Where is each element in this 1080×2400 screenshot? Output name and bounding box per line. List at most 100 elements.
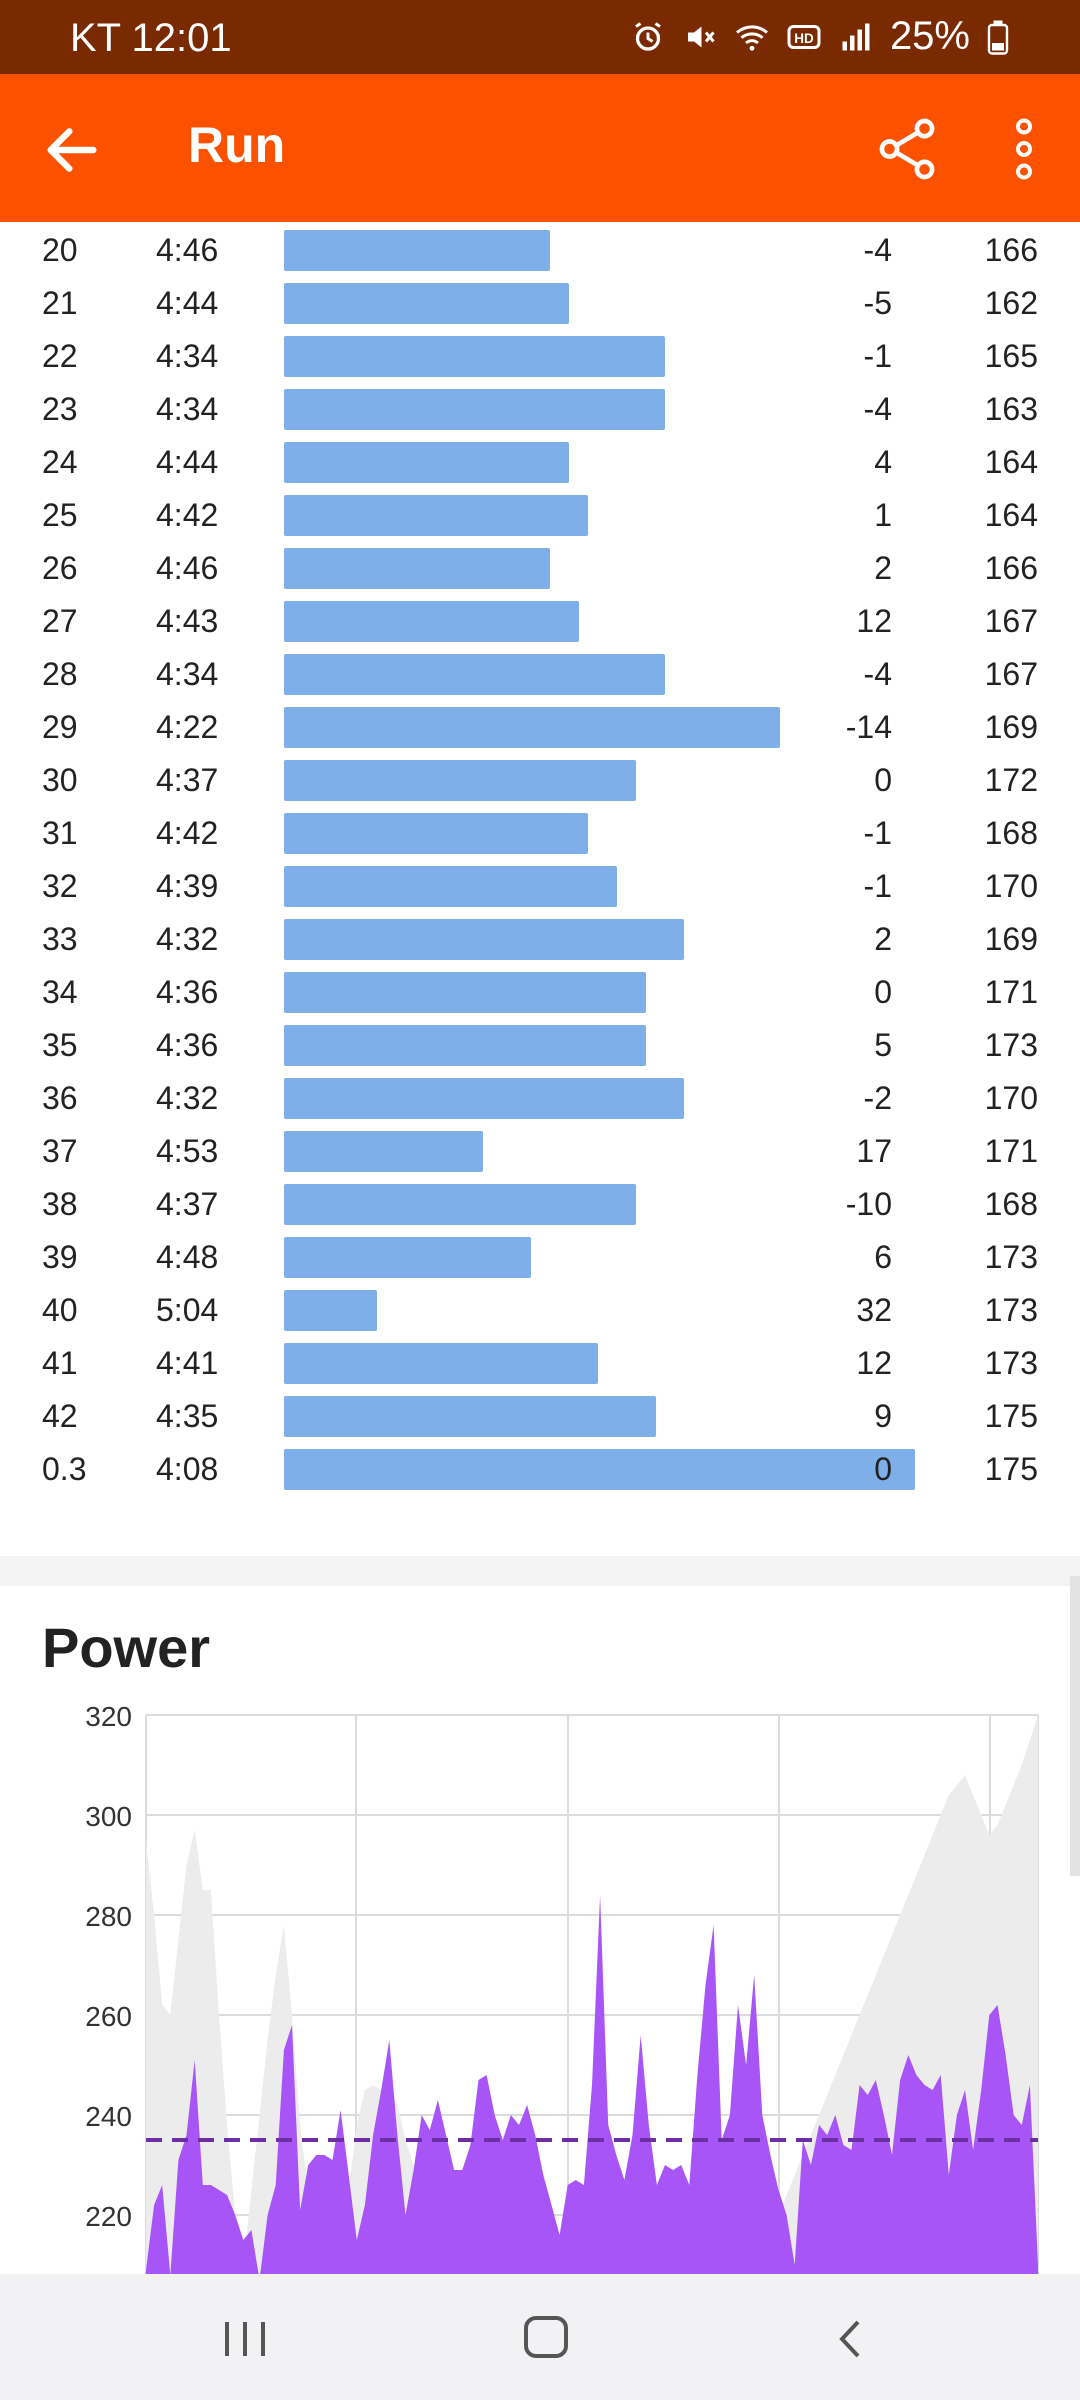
battery-icon <box>987 20 1009 55</box>
split-elevation: 9 <box>874 1398 892 1434</box>
split-row: 24 4:44 4 164 <box>0 434 1080 487</box>
split-pace: 4:42 <box>156 497 219 533</box>
pace-bar <box>284 1343 598 1384</box>
split-pace: 4:22 <box>156 709 219 745</box>
split-heart-rate: 173 <box>984 1239 1038 1275</box>
pace-bar <box>284 1184 637 1225</box>
pace-bar <box>284 707 781 748</box>
split-pace: 5:04 <box>156 1292 219 1328</box>
split-heart-rate: 164 <box>984 497 1038 533</box>
split-row: 34 4:36 0 171 <box>0 964 1080 1017</box>
split-row: 26 4:46 2 166 <box>0 540 1080 593</box>
split-pace: 4:43 <box>156 603 219 639</box>
split-elevation: -1 <box>863 868 892 904</box>
home-icon[interactable] <box>518 2306 578 2368</box>
split-heart-rate: 163 <box>984 391 1038 427</box>
share-icon[interactable] <box>872 114 942 184</box>
split-heart-rate: 162 <box>984 285 1038 321</box>
split-elevation: 2 <box>874 550 892 586</box>
split-row: 29 4:22 -14 169 <box>0 699 1080 752</box>
split-pace: 4:44 <box>156 285 219 321</box>
split-elevation: -4 <box>863 391 892 427</box>
pace-bar <box>284 601 579 642</box>
split-km: 0.3 <box>42 1451 87 1487</box>
split-elevation: 12 <box>856 1345 892 1381</box>
split-elevation: -5 <box>863 285 892 321</box>
split-heart-rate: 165 <box>984 338 1038 374</box>
split-heart-rate: 166 <box>984 550 1038 586</box>
pace-bar <box>284 760 637 801</box>
split-pace: 4:53 <box>156 1133 219 1169</box>
page-title: Run <box>188 117 286 173</box>
pace-bar <box>284 442 570 483</box>
app-bar: Run <box>0 74 1080 222</box>
split-pace: 4:46 <box>156 232 219 268</box>
power-chart[interactable]: 320 300 280 260 240 220 <box>0 1705 1080 2275</box>
scrollbar[interactable] <box>1070 1576 1080 1876</box>
split-km: 38 <box>42 1186 78 1222</box>
split-pace: 4:36 <box>156 1027 219 1063</box>
split-row: 30 4:37 0 172 <box>0 752 1080 805</box>
split-pace: 4:39 <box>156 868 219 904</box>
split-elevation: 32 <box>856 1292 892 1328</box>
split-pace: 4:48 <box>156 1239 219 1275</box>
split-heart-rate: 167 <box>984 656 1038 692</box>
hd-icon: HD <box>787 24 821 49</box>
split-pace: 4:36 <box>156 974 219 1010</box>
split-heart-rate: 169 <box>984 709 1038 745</box>
pace-bar <box>284 336 666 377</box>
mute-icon <box>687 26 715 47</box>
split-row: 23 4:34 -4 163 <box>0 381 1080 434</box>
pace-bar <box>284 654 666 695</box>
splits-table: 20 4:46 -4 166 21 4:44 -5 162 22 4:34 -1 165 23 4:34-… <box>0 222 1080 1494</box>
split-row: 22 4:34 -1 165 <box>0 328 1080 381</box>
pace-bar <box>284 972 646 1013</box>
split-pace: 4:44 <box>156 444 219 480</box>
split-heart-rate: 173 <box>984 1345 1038 1381</box>
back-arrow-icon[interactable] <box>40 118 104 182</box>
split-heart-rate: 175 <box>984 1398 1038 1434</box>
split-elevation: 17 <box>856 1133 892 1169</box>
split-pace: 4:34 <box>156 391 219 427</box>
status-bar: KT 12:01 HD 25% <box>0 0 1080 74</box>
power-title: Power <box>42 1616 211 1679</box>
pace-bar <box>284 495 589 536</box>
pace-bar <box>284 548 550 589</box>
split-elevation: -2 <box>863 1080 892 1116</box>
split-km: 37 <box>42 1133 78 1169</box>
split-km: 25 <box>42 497 78 533</box>
split-heart-rate: 173 <box>984 1027 1038 1063</box>
split-elevation: 12 <box>856 603 892 639</box>
split-heart-rate: 173 <box>984 1292 1038 1328</box>
split-pace: 4:34 <box>156 656 219 692</box>
split-pace: 4:41 <box>156 1345 219 1381</box>
alarm-icon <box>635 21 661 51</box>
split-row: 36 4:32 -2 170 <box>0 1070 1080 1123</box>
split-km: 28 <box>42 656 78 692</box>
split-elevation: -14 <box>845 709 892 745</box>
split-pace: 4:34 <box>156 338 219 374</box>
split-km: 36 <box>42 1080 78 1116</box>
back-icon[interactable] <box>830 2308 870 2368</box>
more-vert-icon[interactable] <box>1004 114 1044 184</box>
wifi-icon <box>735 24 768 51</box>
split-km: 20 <box>42 232 78 268</box>
split-row: 0.3 4:08 0 175 <box>0 1441 1080 1494</box>
pace-bar <box>284 1131 483 1172</box>
split-row: 28 4:34 -4 167 <box>0 646 1080 699</box>
split-km: 31 <box>42 815 78 851</box>
split-km: 33 <box>42 921 78 957</box>
split-heart-rate: 171 <box>984 1133 1038 1169</box>
split-km: 30 <box>42 762 78 798</box>
pace-bar <box>284 1237 531 1278</box>
y-tick-label: 220 <box>85 2201 132 2232</box>
system-nav-bar <box>0 2274 1080 2400</box>
split-pace: 4:32 <box>156 921 219 957</box>
split-heart-rate: 170 <box>984 868 1038 904</box>
split-elevation: 5 <box>874 1027 892 1063</box>
split-row: 27 4:43 12 167 <box>0 593 1080 646</box>
pace-bar <box>284 1025 646 1066</box>
recent-apps-icon[interactable] <box>222 2308 268 2368</box>
split-elevation: 6 <box>874 1239 892 1275</box>
split-heart-rate: 168 <box>984 815 1038 851</box>
